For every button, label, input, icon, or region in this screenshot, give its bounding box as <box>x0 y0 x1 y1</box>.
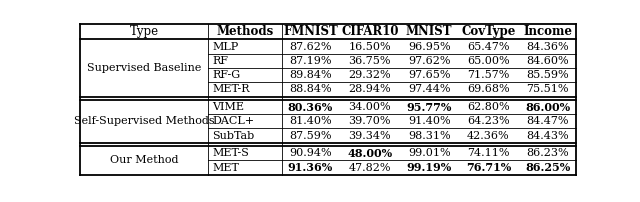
Text: 87.62%: 87.62% <box>289 42 332 52</box>
Text: 97.44%: 97.44% <box>408 84 451 94</box>
Text: 97.65%: 97.65% <box>408 70 451 80</box>
Text: 39.70%: 39.70% <box>349 116 391 126</box>
Text: 62.80%: 62.80% <box>467 102 509 112</box>
Text: 64.23%: 64.23% <box>467 116 509 126</box>
Text: 84.47%: 84.47% <box>527 116 569 126</box>
Text: Methods: Methods <box>216 25 274 38</box>
Text: 80.36%: 80.36% <box>288 102 333 113</box>
Text: MET-R: MET-R <box>212 84 250 94</box>
Text: MNIST: MNIST <box>406 25 452 38</box>
Text: VIME: VIME <box>212 102 244 112</box>
Text: 34.00%: 34.00% <box>348 102 391 112</box>
Text: 42.36%: 42.36% <box>467 131 509 141</box>
Text: 76.71%: 76.71% <box>466 162 511 173</box>
Text: 99.01%: 99.01% <box>408 148 451 158</box>
Text: Income: Income <box>523 25 572 38</box>
Text: Our Method: Our Method <box>110 156 179 165</box>
Text: MET: MET <box>212 163 239 173</box>
Text: 86.00%: 86.00% <box>525 102 570 113</box>
Text: 96.95%: 96.95% <box>408 42 451 52</box>
Text: 89.84%: 89.84% <box>289 70 332 80</box>
Text: 47.82%: 47.82% <box>349 163 391 173</box>
Text: 71.57%: 71.57% <box>467 70 509 80</box>
Text: 84.60%: 84.60% <box>526 56 569 66</box>
Text: 86.23%: 86.23% <box>526 148 569 158</box>
Text: Self-Supervised Methods: Self-Supervised Methods <box>74 116 214 126</box>
Text: 90.94%: 90.94% <box>289 148 332 158</box>
Text: 28.94%: 28.94% <box>348 84 391 94</box>
Text: 65.00%: 65.00% <box>467 56 509 66</box>
Text: 88.84%: 88.84% <box>289 84 332 94</box>
Text: 87.19%: 87.19% <box>289 56 332 66</box>
Text: 98.31%: 98.31% <box>408 131 451 141</box>
Text: RF-G: RF-G <box>212 70 240 80</box>
Text: 87.59%: 87.59% <box>289 131 332 141</box>
Text: FMNIST: FMNIST <box>283 25 338 38</box>
Text: 91.36%: 91.36% <box>288 162 333 173</box>
Text: CIFAR10: CIFAR10 <box>341 25 399 38</box>
Text: 48.00%: 48.00% <box>348 148 392 159</box>
Text: 65.47%: 65.47% <box>467 42 509 52</box>
Text: 39.34%: 39.34% <box>348 131 391 141</box>
Text: 81.40%: 81.40% <box>289 116 332 126</box>
Text: DACL+: DACL+ <box>212 116 254 126</box>
Text: MET-S: MET-S <box>212 148 249 158</box>
Text: 75.51%: 75.51% <box>527 84 569 94</box>
Text: 86.25%: 86.25% <box>525 162 570 173</box>
Text: 69.68%: 69.68% <box>467 84 509 94</box>
Text: SubTab: SubTab <box>212 131 254 141</box>
Text: 74.11%: 74.11% <box>467 148 509 158</box>
Text: 36.75%: 36.75% <box>349 56 391 66</box>
Text: 95.77%: 95.77% <box>406 102 452 113</box>
Text: Type: Type <box>129 25 159 38</box>
Text: 29.32%: 29.32% <box>348 70 391 80</box>
Text: 84.43%: 84.43% <box>526 131 569 141</box>
Text: 97.62%: 97.62% <box>408 56 451 66</box>
Text: 91.40%: 91.40% <box>408 116 451 126</box>
Text: Supervised Baseline: Supervised Baseline <box>87 63 201 73</box>
Text: 85.59%: 85.59% <box>526 70 569 80</box>
Text: 16.50%: 16.50% <box>348 42 391 52</box>
Text: RF: RF <box>212 56 228 66</box>
Text: 99.19%: 99.19% <box>406 162 452 173</box>
Text: MLP: MLP <box>212 42 238 52</box>
Text: CovType: CovType <box>461 25 516 38</box>
Text: 84.36%: 84.36% <box>526 42 569 52</box>
